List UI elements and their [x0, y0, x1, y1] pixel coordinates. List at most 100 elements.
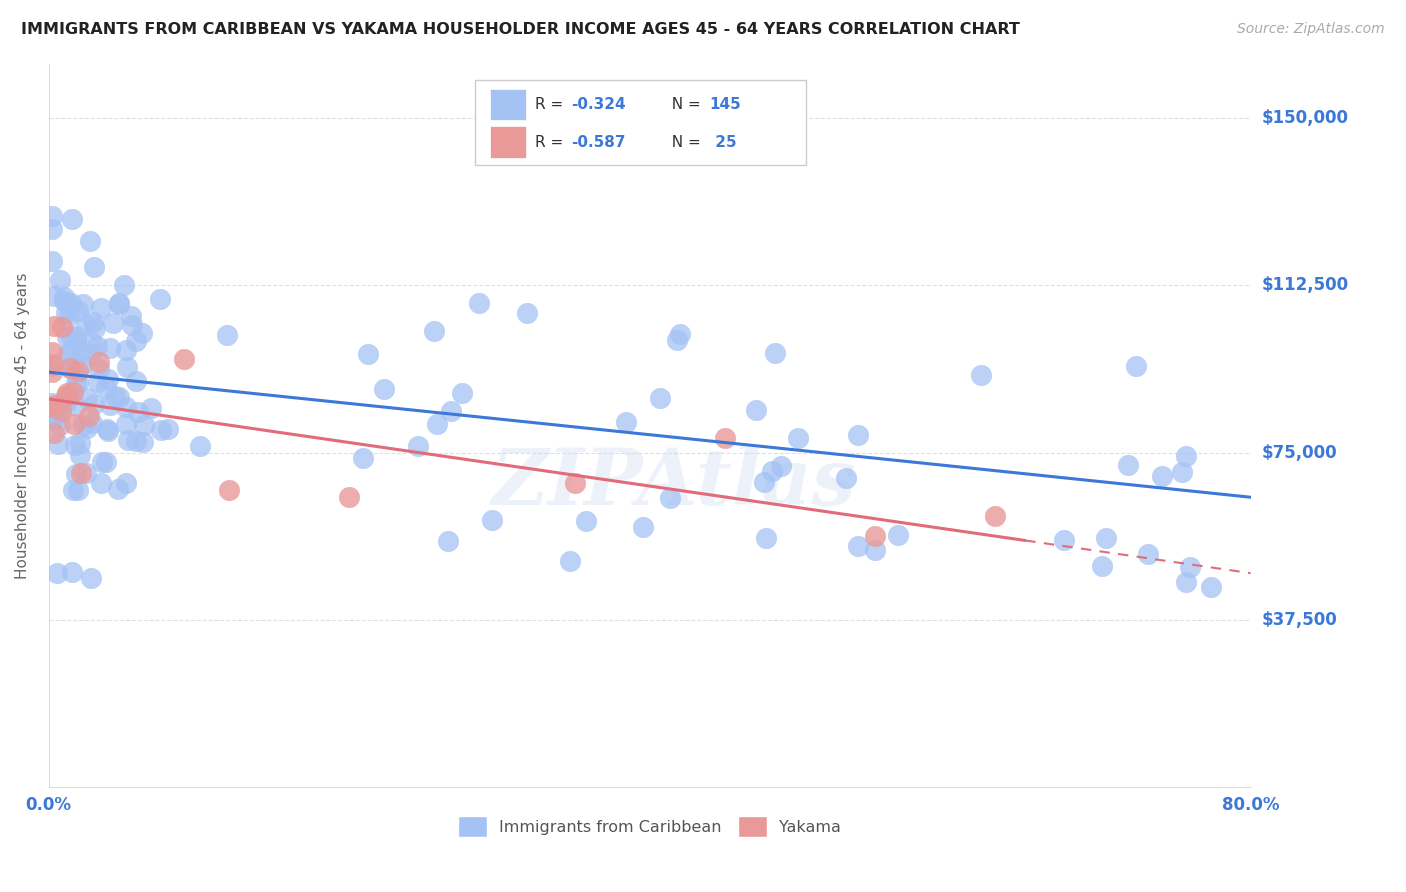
Text: $112,500: $112,500	[1261, 277, 1348, 294]
Text: N =: N =	[662, 135, 706, 150]
Point	[41, 345, 63, 359]
Point	[141, 401, 163, 415]
Point	[72, 417, 94, 432]
Point	[668, 327, 690, 342]
Point	[984, 509, 1007, 524]
Point	[970, 368, 993, 383]
Point	[69, 435, 91, 450]
Point	[98, 398, 121, 412]
Point	[121, 318, 143, 332]
Point	[60, 345, 83, 359]
Point	[80, 571, 103, 585]
Point	[41, 357, 63, 371]
FancyBboxPatch shape	[475, 80, 806, 165]
Point	[79, 347, 101, 361]
Point	[58, 309, 80, 323]
Point	[131, 434, 153, 449]
Point	[62, 483, 84, 498]
Text: ZIPAtlas: ZIPAtlas	[492, 445, 856, 522]
Point	[60, 211, 83, 226]
Point	[60, 329, 83, 343]
Point	[86, 339, 108, 353]
Point	[69, 448, 91, 462]
Point	[48, 272, 70, 286]
Point	[59, 360, 82, 375]
Point	[108, 297, 131, 311]
Point	[337, 491, 360, 505]
Point	[1053, 533, 1076, 548]
Point	[125, 374, 148, 388]
Point	[104, 388, 127, 402]
Point	[787, 431, 810, 445]
Point	[80, 334, 103, 349]
Text: IMMIGRANTS FROM CARIBBEAN VS YAKAMA HOUSEHOLDER INCOME AGES 45 - 64 YEARS CORREL: IMMIGRANTS FROM CARIBBEAN VS YAKAMA HOUS…	[21, 22, 1019, 37]
Point	[42, 318, 65, 333]
FancyBboxPatch shape	[489, 88, 526, 120]
Point	[131, 326, 153, 340]
Point	[90, 301, 112, 315]
Point	[1178, 560, 1201, 574]
Y-axis label: Householder Income Ages 45 - 64 years: Householder Income Ages 45 - 64 years	[15, 273, 30, 579]
Point	[1175, 450, 1198, 464]
Point	[42, 425, 65, 440]
Point	[357, 347, 380, 361]
Point	[481, 513, 503, 527]
Point	[60, 565, 83, 579]
Point	[66, 363, 89, 377]
Point	[90, 475, 112, 490]
Point	[1095, 531, 1118, 545]
Point	[65, 329, 87, 343]
Point	[101, 316, 124, 330]
Point	[94, 455, 117, 469]
Point	[62, 384, 84, 399]
Point	[79, 234, 101, 248]
Point	[75, 317, 97, 331]
Point	[41, 359, 63, 373]
Text: Source: ZipAtlas.com: Source: ZipAtlas.com	[1237, 22, 1385, 37]
Point	[55, 389, 77, 403]
Point	[44, 399, 66, 413]
Text: R =: R =	[536, 135, 568, 150]
Point	[76, 421, 98, 435]
Point	[65, 333, 87, 347]
Text: R =: R =	[536, 97, 568, 112]
Point	[45, 407, 67, 421]
Text: 25: 25	[710, 135, 737, 150]
Point	[1201, 580, 1223, 594]
Point	[94, 381, 117, 395]
Point	[59, 296, 82, 310]
Point	[1116, 458, 1139, 473]
Point	[65, 365, 87, 379]
Point	[763, 346, 786, 360]
Point	[46, 437, 69, 451]
Point	[148, 292, 170, 306]
Point	[76, 392, 98, 406]
Point	[66, 483, 89, 497]
Point	[84, 321, 107, 335]
Point	[188, 438, 211, 452]
Point	[49, 417, 72, 432]
Text: -0.587: -0.587	[572, 135, 626, 150]
Point	[58, 360, 80, 375]
Point	[41, 209, 63, 223]
Point	[65, 467, 87, 481]
Point	[56, 386, 79, 401]
Point	[516, 306, 538, 320]
Point	[52, 290, 75, 304]
Point	[75, 466, 97, 480]
Point	[564, 475, 586, 490]
Point	[89, 362, 111, 376]
Point	[127, 405, 149, 419]
Point	[863, 542, 886, 557]
Point	[835, 470, 858, 484]
Point	[665, 333, 688, 347]
Point	[45, 566, 67, 580]
Point	[83, 397, 105, 411]
Point	[132, 417, 155, 432]
Point	[863, 529, 886, 543]
Point	[56, 346, 79, 360]
Point	[373, 382, 395, 396]
Point	[69, 343, 91, 358]
Point	[97, 372, 120, 386]
Point	[633, 520, 655, 534]
